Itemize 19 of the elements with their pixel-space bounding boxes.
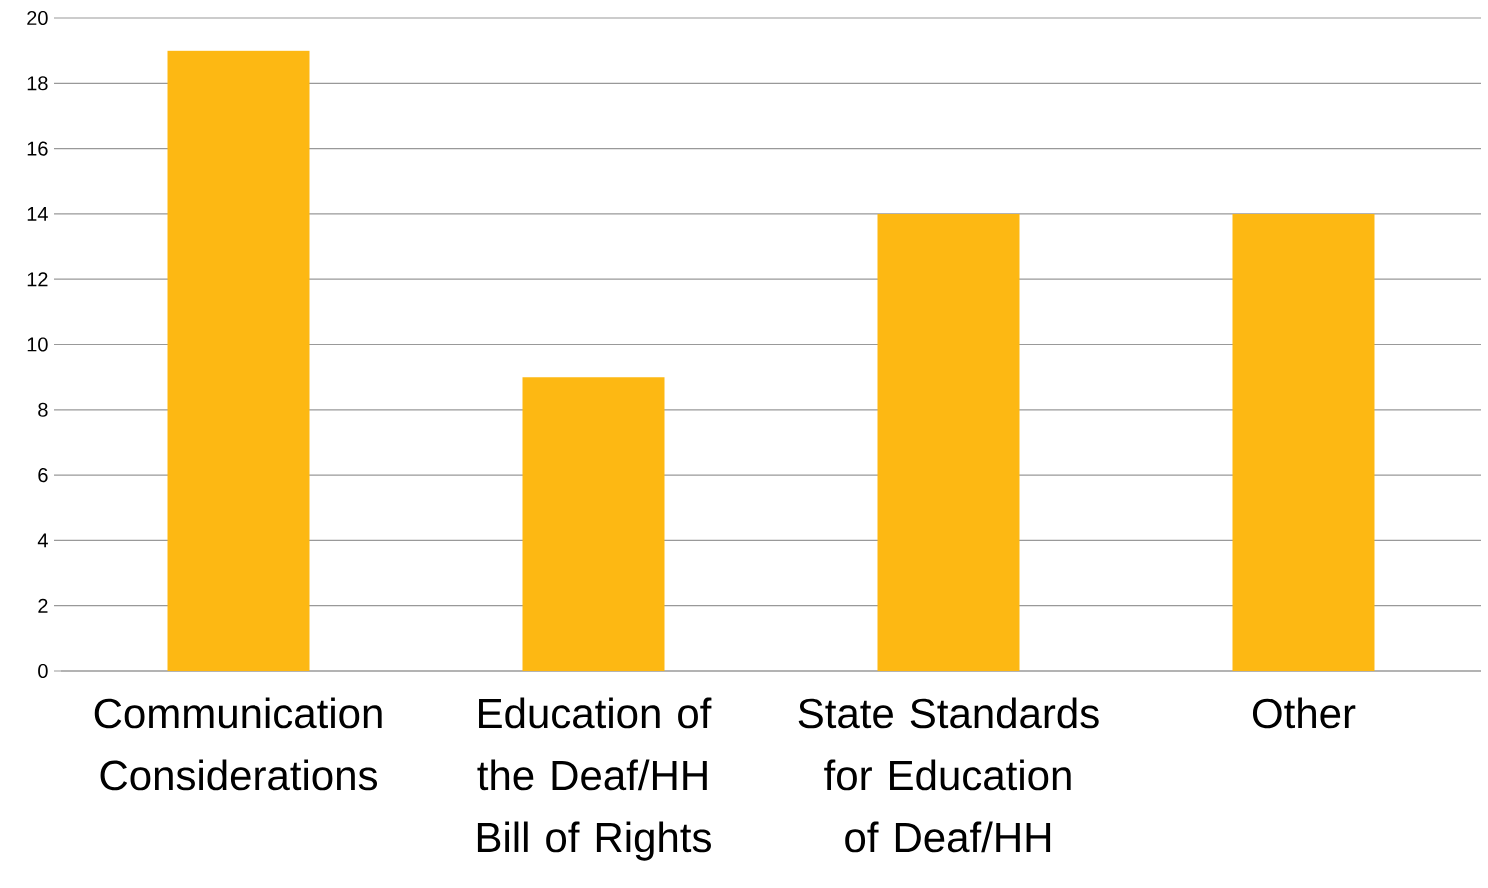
y-tick-label: 10 — [27, 337, 48, 352]
y-tick-label: 18 — [27, 76, 48, 91]
bar — [167, 50, 310, 671]
x-tick-label: Education of the Deaf/HH Bill of Rights — [477, 697, 712, 861]
y-tick-label: 8 — [38, 402, 48, 417]
y-tick-label: 6 — [38, 468, 48, 483]
x-tick-label: State Standards for Education of Deaf/HH — [798, 697, 1099, 853]
y-tick-label: 4 — [37, 533, 48, 548]
x-tick-label: Communication Considerations — [94, 697, 382, 791]
y-tick-label: 12 — [27, 272, 48, 287]
y-tick-label: 20 — [27, 10, 48, 26]
y-tick-label: 16 — [27, 141, 48, 156]
x-tick-label: Other — [1252, 697, 1356, 729]
bar — [522, 377, 665, 671]
y-tick-label: 2 — [38, 598, 48, 613]
bar — [877, 213, 1020, 671]
bar — [1232, 213, 1375, 671]
y-tick-label: 0 — [38, 663, 48, 679]
y-tick-label: 14 — [27, 207, 48, 221]
